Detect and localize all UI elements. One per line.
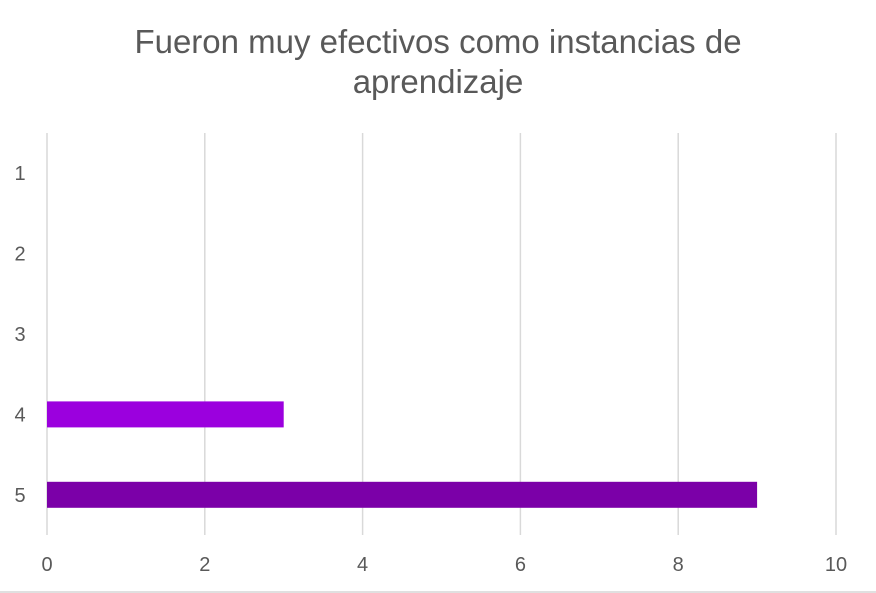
y-tick-label-3: 3 [14,324,25,346]
bars [47,401,758,508]
y-tick-label-1: 1 [14,163,25,185]
chart-title-line-2: aprendizaje [352,63,524,100]
y-tick-label-2: 2 [14,244,25,266]
chart-title: Fueron muy efectivos como instancias de … [0,22,876,102]
x-tick-label-4: 4 [357,554,368,576]
y-axis-tick-labels: 1 2 3 4 5 [14,163,25,507]
x-tick-label-0: 0 [41,554,52,576]
chart-title-line-1: Fueron muy efectivos como instancias de [134,23,742,60]
y-tick-label-5: 5 [14,485,25,507]
bar-5 [47,481,758,508]
gridlines [46,133,837,535]
y-tick-label-4: 4 [14,404,25,426]
x-tick-label-6: 6 [515,554,526,576]
x-tick-label-8: 8 [673,554,684,576]
bar-4 [47,401,284,428]
x-tick-label-2: 2 [199,554,210,576]
x-tick-label-10: 10 [825,554,847,576]
x-axis-tick-labels: 0 2 4 6 8 10 [41,554,847,576]
bottom-divider [0,591,876,593]
